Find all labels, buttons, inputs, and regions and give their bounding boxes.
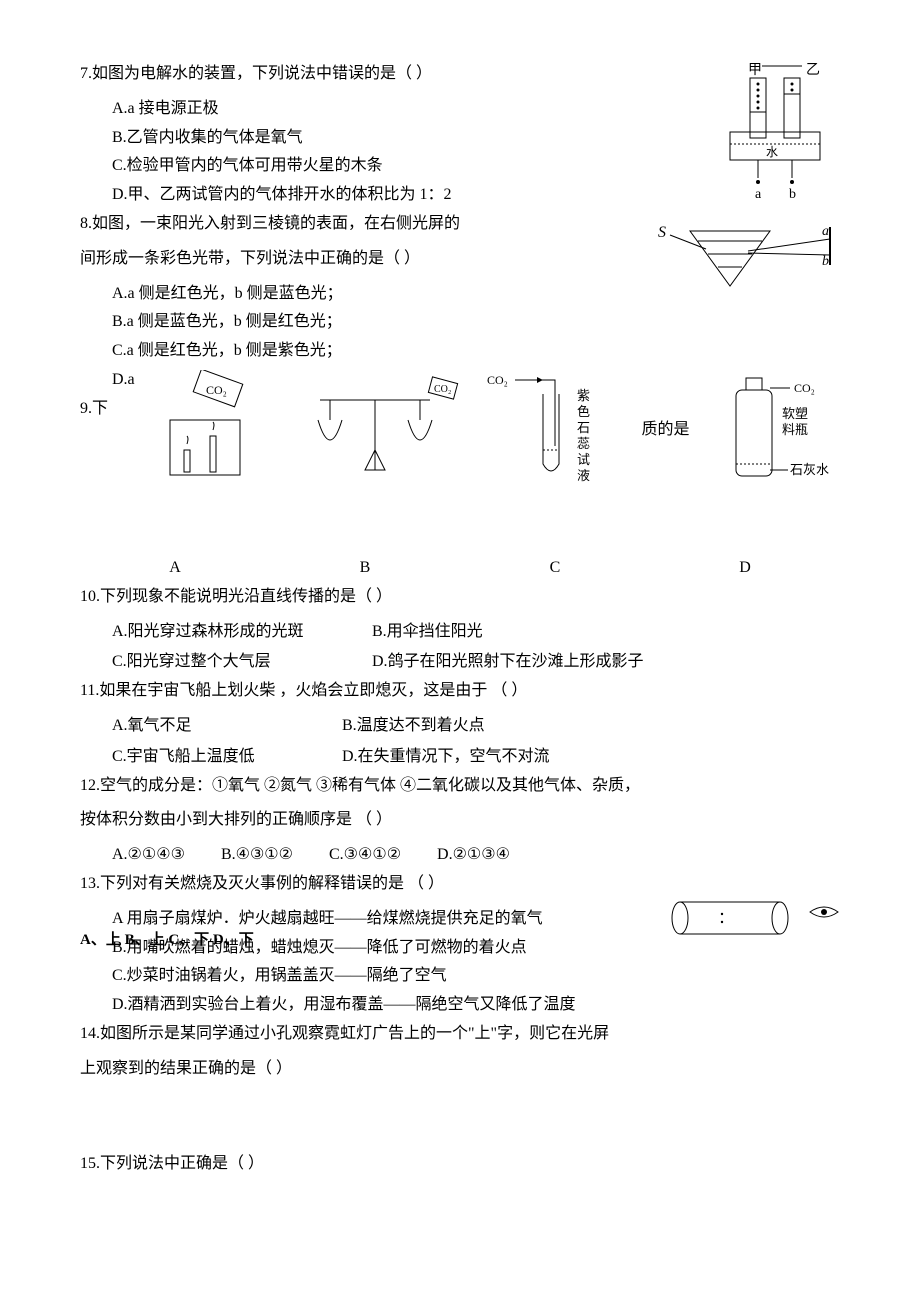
label-jia: 甲 (748, 63, 762, 78)
q13-overlay: A、上 B、上 C、下 D、下 (80, 927, 254, 954)
q10-B: B.用伞挡住阳光 (372, 618, 810, 647)
q9-fig-B: CO₂ (290, 370, 460, 490)
q9-labels: A B C D (80, 554, 840, 583)
svg-text:CO₂: CO₂ (434, 384, 451, 395)
q9-fig-A: CO₂ (140, 370, 270, 490)
q9-stem-tail: 质的是 (641, 416, 689, 445)
label-b: b (789, 187, 796, 202)
q12-stem1: 12.空气的成分是：①氧气 ②氮气 ③稀有气体 ④二氧化碳以及其他气体、杂质， (80, 772, 840, 801)
label-yi: 乙 (806, 62, 820, 78)
q7-figure: 甲 乙 水 a b (700, 60, 840, 221)
svg-text:CO₂: CO₂ (487, 373, 508, 387)
svg-text:液: 液 (577, 468, 590, 483)
label-a8: a (822, 224, 829, 239)
q10-C: C.阳光穿过整个大气层 (112, 648, 342, 677)
q10-stem: 10.下列现象不能说明光沿直线传播的是（ ） (80, 583, 840, 612)
q9-B: B (289, 554, 441, 583)
q12-D: D.②①③④ (437, 841, 510, 870)
q9-C: C (479, 554, 631, 583)
label-water: 水 (766, 145, 778, 159)
label-S: S (658, 224, 666, 241)
q9-A: A (99, 554, 251, 583)
label-a: a (755, 187, 762, 202)
q11-B: B.温度达不到着火点 (342, 712, 810, 741)
svg-text:CO₂: CO₂ (794, 381, 815, 395)
q10-A: A.阳光穿过森林形成的光斑 (112, 618, 342, 647)
q10-D: D.鸽子在阳光照射下在沙滩上形成影子 (372, 648, 810, 677)
q12-B: B.④③①② (221, 841, 293, 870)
q9-fig-D: CO₂ 软塑 料瓶 石灰水 (710, 370, 840, 490)
q12-stem2: 按体积分数由小到大排列的正确顺序是 （ ） (80, 806, 840, 835)
q12-A: A.②①④③ (112, 841, 185, 870)
q9-D: D (669, 554, 821, 583)
soft-label: 软塑 (782, 406, 808, 421)
lime-label: 石灰水 (790, 462, 829, 477)
svg-text:色: 色 (577, 404, 590, 419)
q9-fig-C: CO₂ 紫 色 石 蕊 试 液 (481, 370, 621, 490)
q8-C: C.a 侧是红色光，b 侧是紫色光； (112, 337, 840, 366)
q14-stem1: 14.如图所示是某同学通过小孔观察霓虹灯广告上的一个"上"字，则它在光屏 (80, 1020, 840, 1049)
q9-stem1: 9.下 (80, 395, 140, 424)
q11-stem: 11.如果在宇宙飞船上划火柴 ，火焰会立即熄灭，这是由于 （ ） (80, 677, 840, 706)
q8-D: D.a (80, 366, 140, 395)
q12-C: C.③④①② (329, 841, 401, 870)
q14-stem2: 上观察到的结果正确的是（ ） (80, 1055, 840, 1084)
q11-C: C.宇宙飞船上温度低 (112, 743, 312, 772)
svg-text:CO₂: CO₂ (206, 383, 227, 397)
q15-stem: 15.下列说法中正确是（ ） (80, 1150, 840, 1179)
q13-C: C.炒菜时油锅着火，用锅盖盖灭——隔绝了空气 (112, 962, 840, 991)
svg-text:蕊: 蕊 (577, 436, 590, 451)
q13-D: D.酒精洒到实验台上着火，用湿布覆盖——隔绝空气又降低了温度 (112, 991, 840, 1020)
svg-text:石: 石 (577, 420, 590, 435)
svg-text:料瓶: 料瓶 (782, 422, 808, 437)
purple-label: 紫 (577, 388, 590, 403)
svg-text:试: 试 (577, 452, 590, 467)
q11-D: D.在失重情况下，空气不对流 (342, 743, 810, 772)
q11-A: A.氧气不足 (112, 712, 312, 741)
label-b8: b (822, 254, 829, 269)
q9-figure-row: CO₂ CO₂ CO₂ (140, 370, 840, 490)
q8-figure: S a b (630, 221, 840, 322)
